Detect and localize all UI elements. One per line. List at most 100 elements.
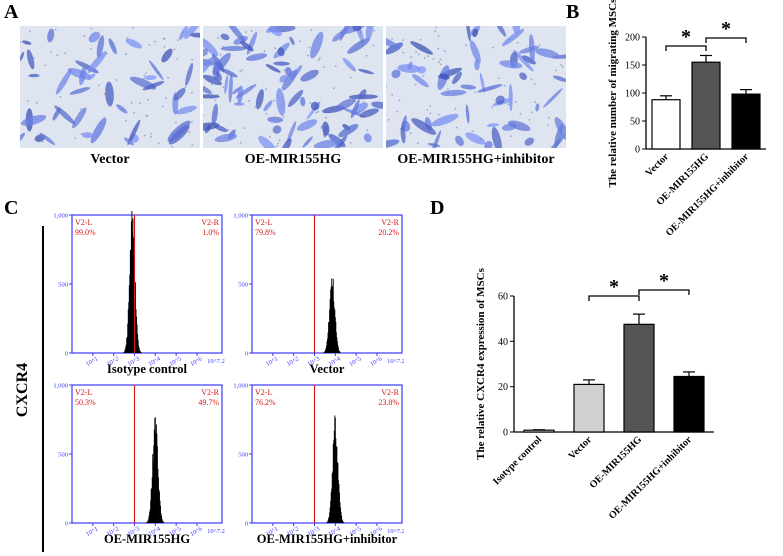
membrane-pore	[150, 133, 153, 135]
membrane-pore	[35, 101, 38, 104]
membrane-pore	[27, 99, 30, 102]
migrated-cell	[273, 61, 290, 66]
membrane-pore	[511, 93, 514, 95]
y-tick-label: 0	[503, 428, 508, 439]
membrane-pore	[105, 52, 108, 55]
membrane-pore	[191, 58, 194, 61]
membrane-pore	[216, 93, 219, 96]
y-tick-label: 0	[635, 145, 640, 156]
membrane-pore	[437, 47, 440, 50]
x-tick-label: 10^7.2	[207, 358, 225, 365]
migrated-cell	[508, 83, 513, 112]
migrated-cell	[148, 60, 164, 81]
membrane-pore	[183, 122, 186, 125]
migrated-cell	[519, 72, 527, 80]
migrated-cell	[127, 119, 141, 146]
migrated-cell	[431, 113, 459, 127]
membrane-pore	[438, 61, 440, 64]
membrane-pore	[372, 44, 375, 47]
membrane-pore	[353, 68, 356, 70]
membrane-pore	[269, 135, 271, 138]
membrane-pore	[245, 31, 247, 33]
migrated-cell	[96, 35, 105, 58]
migrated-cell	[310, 31, 324, 59]
y-tick-label: 20	[498, 382, 508, 393]
membrane-pore	[317, 59, 320, 62]
membrane-pore	[409, 132, 412, 134]
y-tick-label: 1,000	[233, 213, 248, 220]
migrated-cell	[479, 72, 485, 93]
membrane-pore	[396, 110, 399, 113]
migrated-cell	[289, 36, 295, 46]
gate-right-name: V2-R	[201, 218, 219, 227]
y-tick-label: 100	[625, 89, 640, 100]
membrane-pore	[278, 139, 281, 142]
membrane-pore	[241, 69, 243, 72]
membrane-pore	[142, 78, 145, 80]
membrane-pore	[276, 145, 278, 148]
migrated-cell	[203, 122, 220, 131]
gate-right-name: V2-R	[201, 388, 219, 397]
membrane-pore	[163, 46, 166, 48]
gate-right-name: V2-R	[381, 388, 399, 397]
migrated-cell	[524, 137, 535, 146]
membrane-pore	[557, 134, 559, 137]
membrane-pore	[219, 53, 222, 56]
membrane-pore	[165, 97, 168, 100]
migrated-cell	[371, 101, 383, 109]
membrane-pore	[210, 83, 213, 86]
membrane-pore	[263, 50, 266, 53]
sample-label: Vector	[310, 362, 345, 376]
membrane-pore	[363, 101, 365, 103]
membrane-pore	[282, 115, 285, 118]
membrane-pore	[321, 125, 324, 127]
y-tick-label: 500	[58, 452, 68, 459]
membrane-pore	[308, 46, 311, 49]
membrane-pore	[126, 37, 129, 40]
x-tick-label: 10^1	[85, 355, 100, 367]
migrated-cell	[407, 61, 413, 70]
migrated-cell	[203, 37, 219, 57]
membrane-pore	[50, 39, 53, 42]
migrated-cell	[228, 73, 233, 103]
membrane-pore	[316, 36, 319, 38]
membrane-pore	[148, 44, 151, 46]
membrane-pore	[64, 52, 67, 55]
membrane-pore	[415, 50, 417, 53]
category-label: OE-MIR155HG+inhibitor	[664, 151, 752, 239]
significance-star: *	[609, 276, 619, 298]
migrated-cell	[286, 121, 297, 143]
membrane-pore	[130, 101, 133, 104]
significance-star: *	[721, 18, 731, 40]
x-tick-label: 10^7.2	[207, 528, 225, 535]
x-tick-label: 10^2	[286, 355, 301, 367]
membrane-pore	[512, 120, 515, 123]
migrated-cell	[386, 35, 401, 50]
migrated-cell	[452, 71, 462, 84]
membrane-pore	[150, 87, 153, 90]
migrated-cell	[20, 132, 25, 144]
significance-bracket	[705, 37, 747, 43]
bar	[731, 93, 761, 150]
membrane-pore	[499, 145, 502, 148]
micrograph-oe-mir155hg	[203, 26, 383, 148]
membrane-pore	[349, 142, 352, 144]
panel-b-letter: B	[566, 1, 580, 23]
membrane-pore	[50, 51, 52, 53]
migrated-cell	[211, 54, 225, 73]
membrane-pore	[203, 88, 204, 91]
migrated-cell	[365, 26, 375, 42]
migrated-cell	[87, 73, 96, 81]
migrated-cell	[512, 26, 521, 34]
migrated-cell	[391, 69, 401, 79]
migrated-cell	[220, 45, 247, 52]
membrane-pore	[29, 30, 31, 33]
membrane-pore	[315, 111, 318, 114]
membrane-pore	[536, 108, 539, 111]
bar	[573, 383, 605, 433]
membrane-pore	[560, 63, 563, 66]
membrane-pore	[359, 41, 362, 44]
y-tick-label: 0	[245, 521, 248, 528]
